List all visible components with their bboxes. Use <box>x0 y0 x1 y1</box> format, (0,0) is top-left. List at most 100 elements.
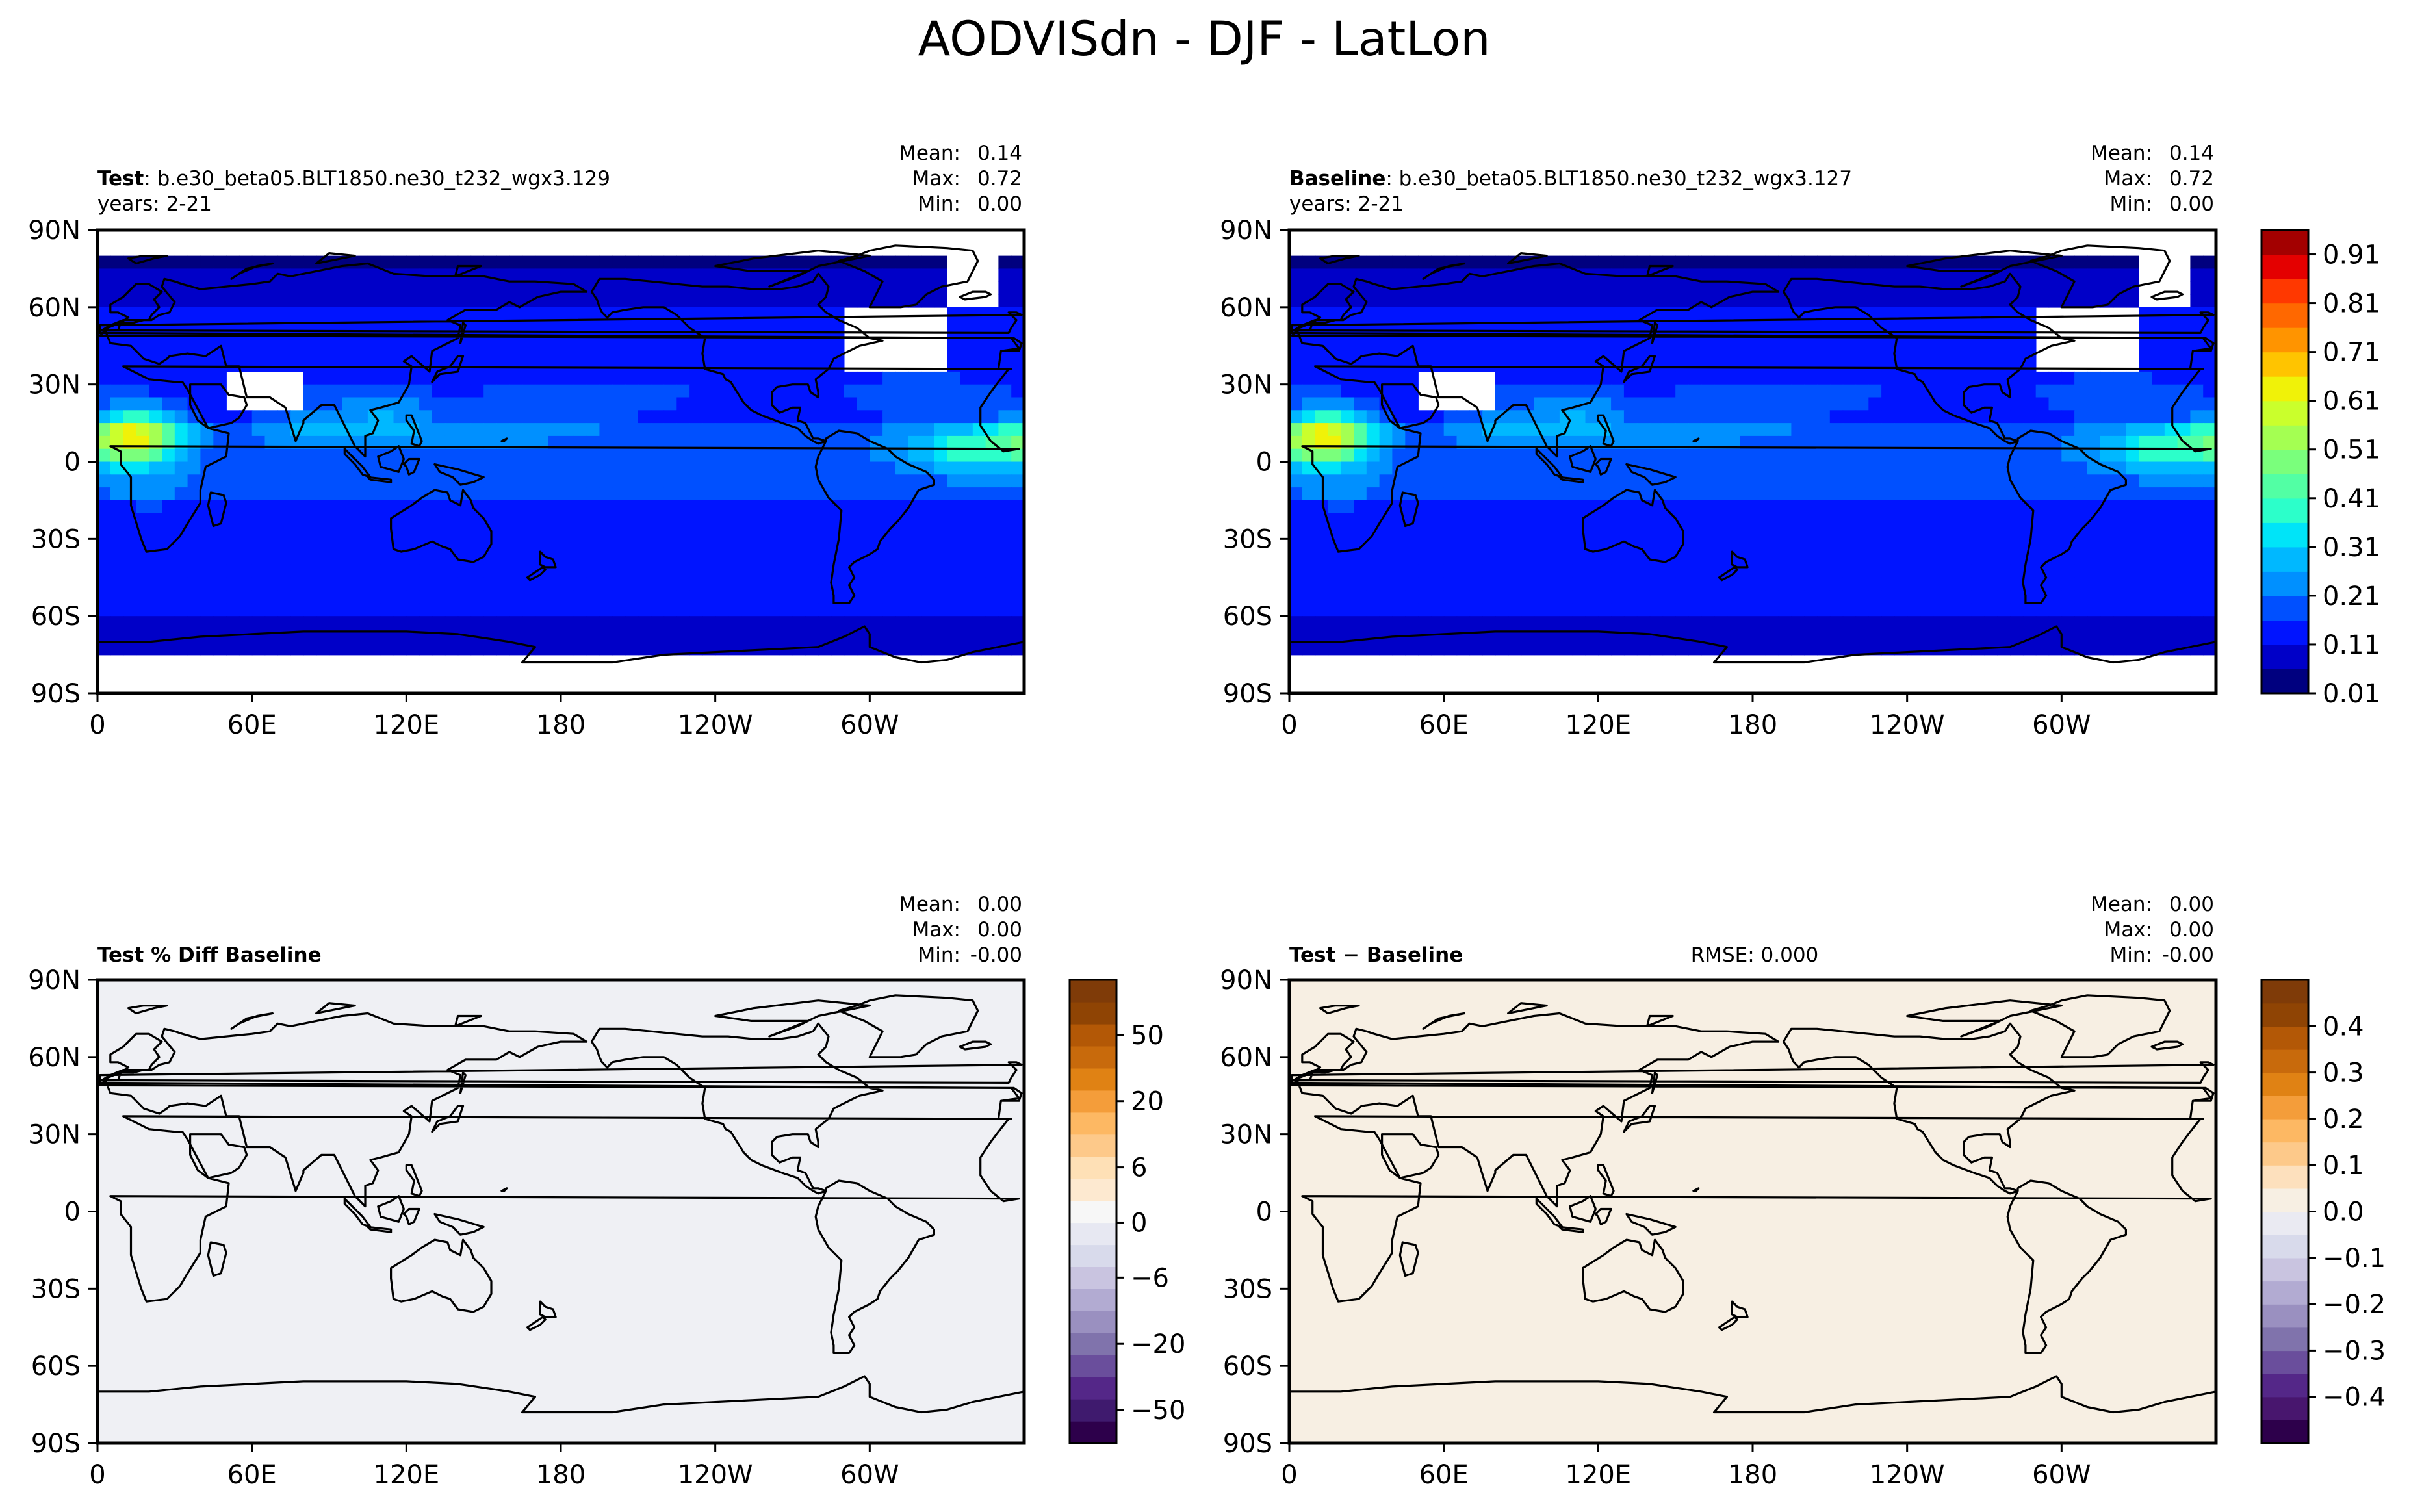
field-cell <box>1302 281 1316 295</box>
field-cell <box>1366 590 1380 604</box>
field-cell <box>715 268 729 282</box>
field-cell <box>483 590 497 604</box>
field-cell <box>561 461 574 476</box>
field-cell <box>2022 333 2037 346</box>
field-cell <box>1829 255 1844 270</box>
field-cell <box>316 577 330 591</box>
field-cell <box>689 564 703 578</box>
field-cell <box>818 461 832 476</box>
field-cell <box>612 474 626 488</box>
field-cell <box>2113 371 2127 385</box>
field-cell <box>1778 564 1792 578</box>
abs-diff-colorbar-tick-label: −0.1 <box>2323 1244 2386 1274</box>
field-cell <box>960 590 973 604</box>
field-cell <box>1753 526 1766 540</box>
field-cell <box>1598 564 1612 578</box>
field-cell <box>663 384 677 398</box>
field-cell <box>947 539 960 552</box>
field-cell <box>1727 539 1740 552</box>
field-cell <box>663 333 677 346</box>
baseline-min-value: 0.00 <box>2169 192 2214 216</box>
field-cell <box>380 255 394 270</box>
field-cell <box>1804 603 1818 617</box>
field-cell <box>1379 268 1393 282</box>
field-cell <box>367 603 381 617</box>
field-cell <box>972 371 986 385</box>
field-cell <box>1946 359 1959 372</box>
field-cell <box>715 294 729 308</box>
field-cell <box>97 448 111 463</box>
field-cell <box>406 320 420 334</box>
field-cell <box>1688 281 1702 295</box>
field-cell <box>985 513 999 527</box>
field-cell <box>1662 410 1676 424</box>
field-cell <box>1791 307 1805 321</box>
field-cell <box>2061 590 2075 604</box>
field-cell <box>97 500 111 514</box>
field-cell <box>419 474 433 488</box>
field-cell <box>1688 307 1702 321</box>
field-cell <box>1623 526 1638 540</box>
field-cell <box>1894 384 1908 398</box>
field-cell <box>110 423 124 437</box>
field-cell <box>2126 500 2139 514</box>
field-cell <box>238 500 253 514</box>
field-cell <box>316 461 330 476</box>
field-cell <box>2139 423 2152 437</box>
field-cell <box>2126 641 2139 656</box>
field-cell <box>831 461 845 476</box>
field-cell <box>1817 423 1831 437</box>
field-cell <box>741 616 754 630</box>
field-cell <box>702 513 716 527</box>
field-cell <box>960 487 973 501</box>
y-tick-label: 60N <box>1220 293 1272 323</box>
field-cell <box>393 371 407 385</box>
field-cell <box>2164 397 2178 411</box>
field-cell <box>1559 294 1573 308</box>
field-cell <box>818 513 832 527</box>
field-cell <box>702 590 716 604</box>
field-cell <box>2164 461 2178 476</box>
field-cell <box>2010 423 2024 437</box>
field-cell <box>1443 577 1458 591</box>
field-cell <box>1469 641 1483 656</box>
pct-diff-colorbar-swatch <box>1070 1377 1116 1400</box>
field-cell <box>1366 359 1380 372</box>
field-cell <box>238 526 253 540</box>
field-cell <box>1829 590 1844 604</box>
field-cell <box>1817 474 1831 488</box>
field-cell <box>1649 590 1664 604</box>
field-cell <box>741 474 754 488</box>
field-cell <box>1302 500 1316 514</box>
field-cell <box>1971 448 1985 463</box>
field-cell <box>625 474 639 488</box>
field-cell <box>715 346 729 359</box>
field-cell <box>264 603 279 617</box>
field-cell <box>1662 500 1676 514</box>
field-cell <box>2022 448 2037 463</box>
field-cell <box>1946 333 1959 346</box>
field-cell <box>1456 603 1471 617</box>
field-cell <box>1778 487 1792 501</box>
field-cell <box>1817 371 1831 385</box>
field-cell <box>2087 474 2101 488</box>
field-cell <box>1701 500 1715 514</box>
field-cell <box>2177 474 2191 488</box>
field-cell <box>174 629 188 643</box>
x-tick-label: 0 <box>89 1460 105 1490</box>
field-cell <box>586 629 600 643</box>
field-cell <box>818 346 832 359</box>
field-cell <box>1354 487 1367 501</box>
field-cell <box>1804 281 1818 295</box>
field-cell <box>1572 281 1586 295</box>
field-cell <box>162 500 175 514</box>
field-cell <box>1868 294 1882 308</box>
field-cell <box>2061 577 2075 591</box>
field-cell <box>1791 384 1805 398</box>
field-cell <box>1920 564 1934 578</box>
field-cell <box>1315 500 1329 514</box>
field-cell <box>2074 474 2088 488</box>
field-cell <box>1714 346 1728 359</box>
field-cell <box>1881 384 1895 398</box>
field-cell <box>226 307 240 321</box>
